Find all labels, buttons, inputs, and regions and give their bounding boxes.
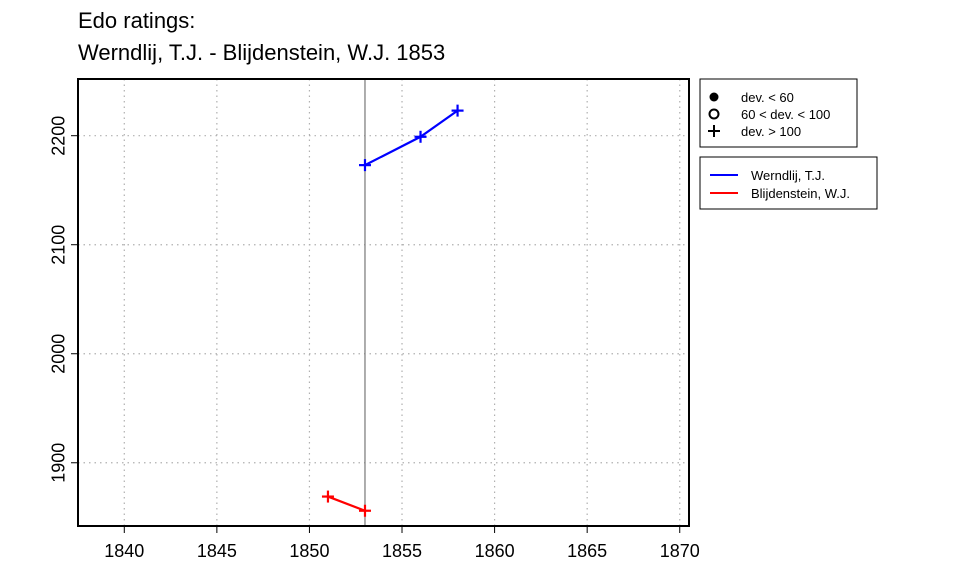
x-tick-label: 1865	[567, 541, 607, 561]
marker-legend: dev. < 60 60 < dev. < 100 dev. > 100	[699, 78, 858, 148]
data-point	[358, 159, 371, 172]
y-tick-label: 2100	[49, 225, 69, 265]
x-tick-label: 1855	[382, 541, 422, 561]
series-legend-label-blijdenstein: Blijdenstein, W.J.	[751, 186, 850, 201]
chart-title-line-1: Edo ratings:	[78, 8, 195, 33]
x-tick-label: 1840	[104, 541, 144, 561]
plus-icon	[708, 125, 720, 137]
x-tick-label: 1850	[289, 541, 329, 561]
open-circle-icon	[708, 108, 720, 120]
filled-circle-icon	[709, 92, 719, 102]
data-point	[451, 104, 464, 117]
marker-legend-label: dev. > 100	[741, 124, 801, 139]
series-1	[358, 104, 464, 172]
x-tick-label: 1860	[475, 541, 515, 561]
marker-legend-label: dev. < 60	[741, 90, 794, 105]
data-point	[414, 130, 427, 143]
x-axis: 1840 1845 1850 1855 1860 1865 1870	[104, 526, 700, 561]
series-line	[364, 109, 459, 167]
plot-frame	[77, 78, 690, 527]
y-tick-label: 1900	[49, 443, 69, 483]
series-legend-box	[699, 156, 878, 210]
x-tick-label: 1845	[197, 541, 237, 561]
grid	[78, 79, 689, 526]
chart-title-line-2: Werndlij, T.J. - Blijdenstein, W.J. 1853	[78, 40, 445, 65]
marker-legend-box	[699, 78, 858, 148]
y-tick-label: 2200	[49, 116, 69, 156]
series-line	[327, 495, 366, 512]
x-tick-label: 1870	[660, 541, 700, 561]
data-point	[358, 504, 371, 517]
series-legend-label-werndlij: Werndlij, T.J.	[751, 168, 825, 183]
marker-legend-label: 60 < dev. < 100	[741, 107, 830, 122]
series-2	[321, 490, 371, 517]
series-legend: Werndlij, T.J. Blijdenstein, W.J.	[699, 156, 878, 210]
y-tick-label: 2000	[49, 334, 69, 374]
y-axis: 1900 2000 2100 2200	[49, 116, 78, 483]
series-layer	[321, 104, 464, 517]
data-point	[321, 490, 334, 503]
